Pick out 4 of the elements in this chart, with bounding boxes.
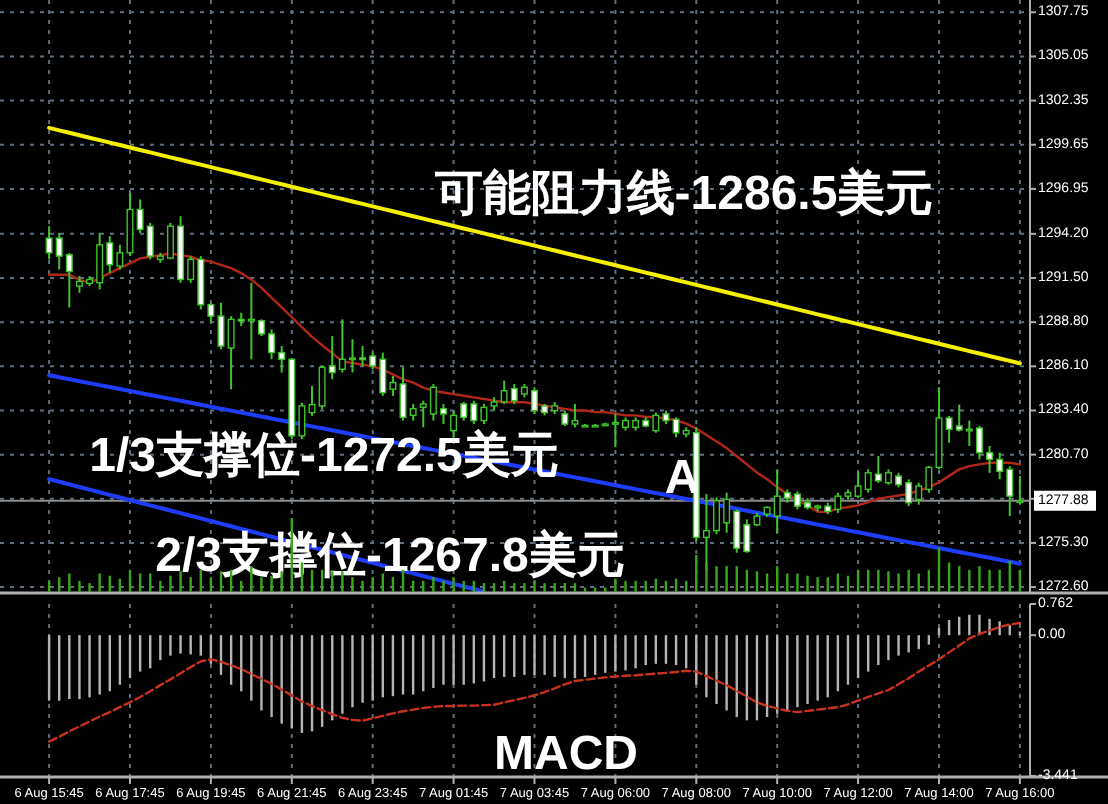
annotation: MACD bbox=[494, 727, 638, 781]
annotation: 可能阻力线-1286.5美元 bbox=[432, 165, 934, 221]
line-series bbox=[47, 125, 1022, 366]
candlestick bbox=[1016, 475, 1024, 506]
